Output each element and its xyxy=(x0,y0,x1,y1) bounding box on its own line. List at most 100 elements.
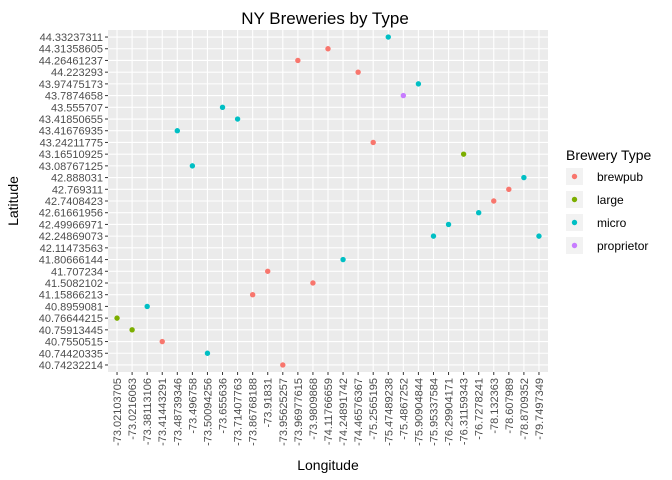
legend-swatch xyxy=(571,196,578,203)
legend-swatch xyxy=(571,242,578,249)
x-tick-label: -75.4867252 xyxy=(398,378,410,440)
x-tick-label: -73.9809868 xyxy=(308,378,320,440)
y-tick-label: 40.74420335 xyxy=(39,348,103,360)
data-point-micro xyxy=(340,256,346,263)
y-tick-label: 43.97475173 xyxy=(39,79,103,91)
data-point-micro xyxy=(445,221,452,228)
data-point-large xyxy=(114,315,120,321)
data-point-proprietor xyxy=(400,92,407,99)
y-tick-label: 44.223293 xyxy=(51,67,103,79)
data-point-brewpub xyxy=(295,57,301,64)
x-tick-label: -74.11766659 xyxy=(323,378,335,445)
y-tick-label: 43.41850655 xyxy=(39,114,103,126)
y-tick-labels: 40.7423221440.7442033540.755051540.75913… xyxy=(39,32,108,372)
x-tick-label: -73.02103705 xyxy=(112,378,124,446)
data-point-micro xyxy=(144,303,150,310)
x-tick-label: -79.7497349 xyxy=(534,378,546,440)
x-tick-label: -78.132363 xyxy=(489,378,501,434)
x-tick-label: -73.50094256 xyxy=(202,378,214,446)
x-tick-label: -73.0216063 xyxy=(127,378,139,440)
y-tick-label: 42.11473563 xyxy=(40,243,103,255)
y-tick-label: 44.26461237 xyxy=(39,55,103,67)
x-tick-label: -75.2565195 xyxy=(368,378,380,440)
legend-swatch xyxy=(571,173,578,180)
legend-label: brewpub xyxy=(597,170,643,184)
y-tick-label: 42.7408423 xyxy=(45,196,103,208)
data-point-large xyxy=(129,327,135,333)
y-tick-label: 43.41676935 xyxy=(39,126,103,138)
data-point-brewpub xyxy=(491,198,497,204)
x-tick-label: -76.7278241 xyxy=(474,378,486,440)
data-point-brewpub xyxy=(325,46,331,52)
legend-items: brewpub large micro proprietor xyxy=(566,168,648,254)
x-tick-label: -74.46576367 xyxy=(353,378,365,446)
data-point-micro xyxy=(385,34,391,40)
x-tick-label: -75.95337584 xyxy=(428,378,440,446)
legend-label: micro xyxy=(597,216,627,230)
y-tick-label: 42.24869073 xyxy=(39,231,103,243)
data-points xyxy=(114,34,542,368)
x-tick-label: -73.95625257 xyxy=(278,378,290,446)
x-tick-label: -73.655636 xyxy=(218,378,230,434)
x-tick-label: -73.86768188 xyxy=(248,378,260,446)
y-tick-label: 43.24211775 xyxy=(40,137,103,149)
y-tick-label: 40.8959081 xyxy=(45,301,103,313)
x-tick-labels: -73.02103705 -73.0216063 -73.38113106 -73.4… xyxy=(112,372,546,446)
y-tick-label: 41.5082102 xyxy=(45,278,103,290)
legend-swatch xyxy=(571,219,578,226)
y-tick-label: 42.49966971 xyxy=(39,219,103,231)
x-axis-title: Longitude xyxy=(297,457,359,473)
y-tick-label: 42.769311 xyxy=(52,184,103,196)
chart-title: NY Breweries by Type xyxy=(241,9,409,28)
y-tick-label: 41.707234 xyxy=(51,266,103,278)
data-point-brewpub xyxy=(280,362,286,368)
data-point-micro xyxy=(219,104,226,111)
data-point-micro xyxy=(415,81,422,87)
data-point-brewpub xyxy=(249,291,256,298)
data-point-brewpub xyxy=(310,280,316,286)
y-tick-label: 41.80666144 xyxy=(39,255,103,267)
legend-label: large xyxy=(597,193,624,207)
data-point-micro xyxy=(234,116,241,122)
y-tick-label: 40.76644215 xyxy=(39,313,103,325)
data-point-brewpub xyxy=(506,186,512,192)
y-tick-label: 43.555707 xyxy=(51,102,103,114)
legend-title: Brewery Type xyxy=(566,147,652,163)
y-tick-label: 40.75913445 xyxy=(39,325,103,337)
x-tick-label: -78.8709352 xyxy=(519,378,531,440)
grid-lines xyxy=(108,30,548,372)
data-point-micro xyxy=(189,163,196,169)
x-tick-label: -73.91831 xyxy=(263,378,275,428)
y-tick-label: 41.15866213 xyxy=(39,290,103,302)
y-axis-title: Latitude xyxy=(5,176,21,226)
data-point-micro xyxy=(536,233,542,239)
x-tick-label: -75.90904844 xyxy=(413,378,425,446)
y-tick-label: 43.08767125 xyxy=(39,161,103,173)
data-point-micro xyxy=(430,233,437,239)
data-point-brewpub xyxy=(370,139,376,146)
x-tick-label: -73.41443291 xyxy=(157,378,169,446)
data-point-micro xyxy=(174,128,181,134)
legend: Brewery Type brewpub large micro proprietor xyxy=(566,147,652,254)
x-tick-label: -73.71407763 xyxy=(233,378,245,446)
y-tick-label: 42.888031 xyxy=(51,173,103,185)
data-point-brewpub xyxy=(355,69,361,75)
data-point-brewpub xyxy=(265,268,271,274)
data-point-micro xyxy=(204,350,211,356)
y-tick-label: 44.31358605 xyxy=(39,44,103,56)
x-tick-label: -76.31159343 xyxy=(459,378,471,445)
y-tick-label: 40.7550515 xyxy=(45,337,103,349)
y-tick-label: 44.33237311 xyxy=(40,32,103,44)
legend-label: proprietor xyxy=(597,239,648,253)
x-tick-label: -73.96977615 xyxy=(293,378,305,446)
data-point-micro xyxy=(521,174,527,181)
y-tick-label: 40.74232214 xyxy=(39,360,103,372)
y-tick-label: 43.7874658 xyxy=(45,91,103,103)
x-tick-label: -78.607989 xyxy=(504,378,516,434)
y-tick-label: 42.61661956 xyxy=(39,208,103,220)
x-tick-label: -73.48739346 xyxy=(172,378,184,446)
y-tick-label: 43.16510925 xyxy=(39,149,103,161)
data-point-micro xyxy=(475,210,482,216)
x-tick-label: -75.47489238 xyxy=(383,378,395,446)
